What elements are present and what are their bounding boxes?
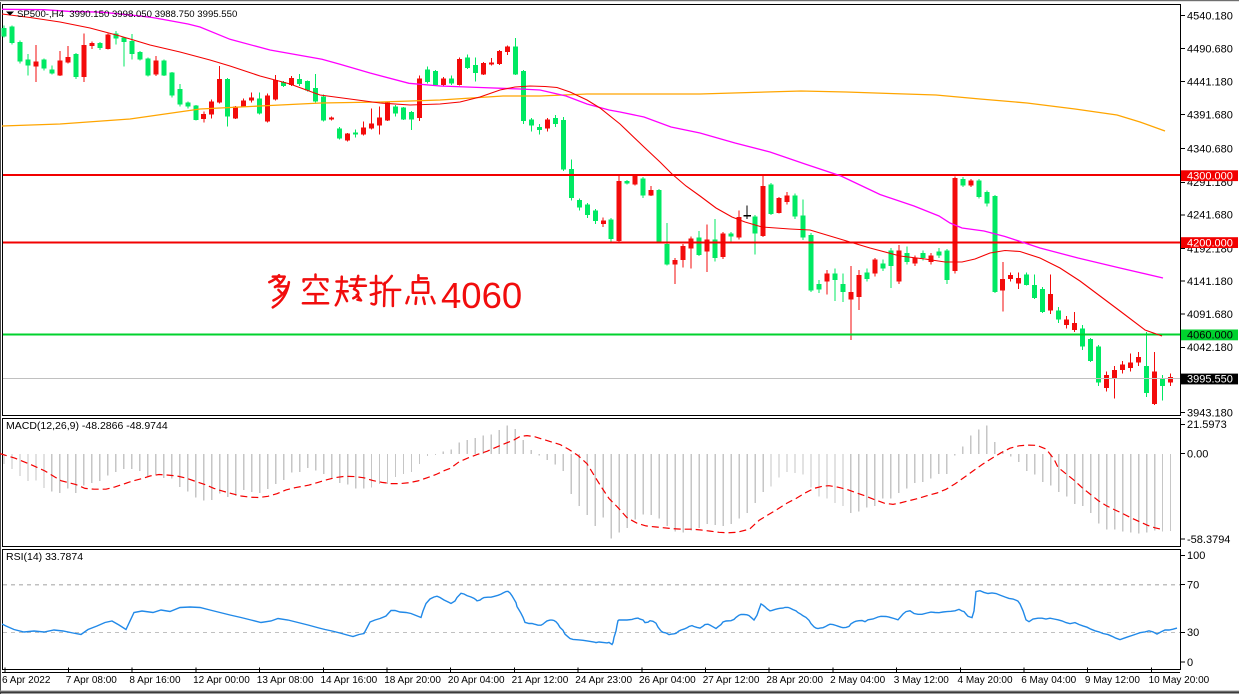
svg-text:21 Apr 12:00: 21 Apr 12:00 bbox=[512, 675, 569, 686]
svg-text:RSI(14) 33.7874: RSI(14) 33.7874 bbox=[6, 551, 83, 563]
svg-text:6 Apr 2022: 6 Apr 2022 bbox=[2, 675, 51, 686]
svg-text:21.5973: 21.5973 bbox=[1187, 419, 1227, 431]
svg-text:3995.550: 3995.550 bbox=[1187, 374, 1233, 386]
svg-text:4060.000: 4060.000 bbox=[1187, 330, 1233, 342]
svg-text:4540.180: 4540.180 bbox=[1187, 10, 1233, 22]
svg-text:24 Apr 23:00: 24 Apr 23:00 bbox=[575, 675, 632, 686]
svg-text:4060: 4060 bbox=[441, 275, 522, 316]
svg-text:9 May 12:00: 9 May 12:00 bbox=[1085, 675, 1140, 686]
svg-text:SP500-,H4 3990.150 3998.050 3: SP500-,H4 3990.150 3998.050 3988.750 399… bbox=[17, 9, 237, 20]
svg-text:4490.680: 4490.680 bbox=[1187, 43, 1233, 55]
svg-text:8 Apr 16:00: 8 Apr 16:00 bbox=[129, 675, 181, 686]
svg-text:0.00: 0.00 bbox=[1187, 448, 1208, 460]
svg-text:10 May 20:00: 10 May 20:00 bbox=[1149, 675, 1210, 686]
svg-text:2 May 04:00: 2 May 04:00 bbox=[830, 675, 885, 686]
svg-text:0: 0 bbox=[1187, 657, 1193, 669]
svg-text:26 Apr 04:00: 26 Apr 04:00 bbox=[639, 675, 696, 686]
svg-text:4391.680: 4391.680 bbox=[1187, 109, 1233, 121]
svg-text:4340.680: 4340.680 bbox=[1187, 143, 1233, 155]
svg-text:100: 100 bbox=[1187, 550, 1205, 562]
svg-text:12 Apr 00:00: 12 Apr 00:00 bbox=[193, 675, 250, 686]
svg-text:4300.000: 4300.000 bbox=[1187, 170, 1233, 182]
svg-text:4200.000: 4200.000 bbox=[1187, 237, 1233, 249]
svg-text:4241.680: 4241.680 bbox=[1187, 210, 1233, 222]
svg-text:MACD(12,26,9) -48.2866 -48.974: MACD(12,26,9) -48.2866 -48.9744 bbox=[6, 420, 168, 432]
svg-text:20 Apr 04:00: 20 Apr 04:00 bbox=[448, 675, 505, 686]
svg-text:3 May 12:00: 3 May 12:00 bbox=[894, 675, 949, 686]
svg-text:4 May 20:00: 4 May 20:00 bbox=[958, 675, 1013, 686]
svg-text:3943.180: 3943.180 bbox=[1187, 407, 1233, 419]
svg-text:4141.180: 4141.180 bbox=[1187, 276, 1233, 288]
svg-text:70: 70 bbox=[1187, 580, 1199, 592]
svg-text:-58.3794: -58.3794 bbox=[1187, 534, 1230, 546]
svg-text:6 May 04:00: 6 May 04:00 bbox=[1021, 675, 1076, 686]
svg-text:27 Apr 12:00: 27 Apr 12:00 bbox=[703, 675, 760, 686]
svg-text:4441.180: 4441.180 bbox=[1187, 76, 1233, 88]
svg-text:14 Apr 16:00: 14 Apr 16:00 bbox=[321, 675, 378, 686]
svg-text:13 Apr 08:00: 13 Apr 08:00 bbox=[257, 675, 314, 686]
svg-text:18 Apr 20:00: 18 Apr 20:00 bbox=[384, 675, 441, 686]
svg-text:30: 30 bbox=[1187, 627, 1199, 639]
svg-text:7 Apr 08:00: 7 Apr 08:00 bbox=[66, 675, 118, 686]
svg-text:4042.180: 4042.180 bbox=[1187, 342, 1233, 354]
svg-text:28 Apr 20:00: 28 Apr 20:00 bbox=[766, 675, 823, 686]
svg-text:4091.680: 4091.680 bbox=[1187, 309, 1233, 321]
